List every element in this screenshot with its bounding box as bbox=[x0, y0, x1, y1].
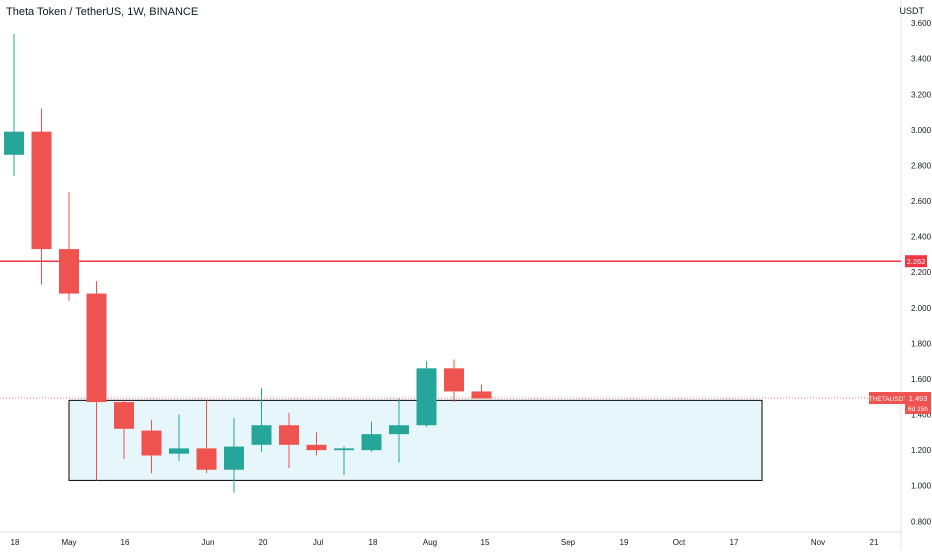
candle-body bbox=[471, 391, 492, 399]
candle-body bbox=[114, 402, 134, 429]
candle bbox=[4, 33, 24, 177]
x-tick-label: 17 bbox=[730, 538, 739, 547]
symbol-tag bbox=[869, 392, 907, 405]
y-tick-label: 2.400 bbox=[911, 233, 932, 242]
x-tick-label: 21 bbox=[870, 538, 879, 547]
x-tick-label: Jun bbox=[202, 538, 215, 547]
candle bbox=[471, 384, 492, 399]
x-tick-label: 18 bbox=[369, 538, 378, 547]
candle bbox=[444, 359, 464, 403]
y-tick-label: 2.200 bbox=[911, 268, 932, 277]
x-tick-label: Aug bbox=[423, 538, 437, 547]
candle-body bbox=[279, 425, 299, 445]
candle bbox=[416, 361, 437, 428]
y-tick-label: 1.200 bbox=[911, 446, 932, 455]
candle bbox=[251, 387, 272, 452]
y-tick-label: 1.800 bbox=[911, 339, 932, 348]
y-tick-label: 1.600 bbox=[911, 375, 932, 384]
candle-body bbox=[31, 131, 52, 250]
candle-body bbox=[169, 448, 189, 454]
currency-label: USDT bbox=[899, 6, 925, 16]
support-zone[interactable] bbox=[68, 399, 763, 481]
x-tick-label: May bbox=[61, 538, 76, 547]
candle bbox=[389, 398, 409, 463]
x-tick-label: Nov bbox=[811, 538, 825, 547]
candle-body bbox=[224, 446, 244, 470]
x-tick-label: Sep bbox=[561, 538, 576, 547]
candle bbox=[31, 108, 52, 285]
candle bbox=[114, 400, 134, 460]
candle bbox=[86, 281, 107, 481]
x-tick-label: 18 bbox=[11, 538, 20, 547]
candle-body bbox=[86, 293, 107, 403]
x-tick-label: 16 bbox=[121, 538, 130, 547]
x-tick-label: 20 bbox=[259, 538, 268, 547]
candle bbox=[334, 446, 354, 476]
candle-body bbox=[141, 430, 162, 456]
y-tick-label: 3.200 bbox=[911, 90, 932, 99]
candle-body bbox=[361, 434, 382, 451]
candle bbox=[169, 414, 189, 461]
candle-body bbox=[196, 448, 217, 470]
candle bbox=[361, 421, 382, 452]
chart-title: Theta Token / TetherUS, 1W, BINANCE bbox=[6, 6, 199, 18]
y-tick-label: 0.800 bbox=[911, 517, 932, 526]
candle bbox=[306, 432, 327, 456]
candle-body bbox=[334, 448, 354, 451]
x-tick-label: 15 bbox=[481, 538, 490, 547]
symbol-label: THETAUSDT bbox=[869, 396, 908, 403]
candle-body bbox=[444, 368, 464, 392]
candle bbox=[224, 418, 244, 493]
candle bbox=[141, 419, 162, 474]
y-tick-label: 2.800 bbox=[911, 161, 932, 170]
y-tick-label: 2.600 bbox=[911, 197, 932, 206]
x-tick-label: 19 bbox=[620, 538, 629, 547]
y-tick-label: 1.000 bbox=[911, 482, 932, 491]
y-tick-label: 3.400 bbox=[911, 55, 932, 64]
y-tick-label: 2.000 bbox=[911, 304, 932, 313]
candle-body bbox=[306, 444, 327, 451]
candle-body bbox=[389, 425, 409, 435]
candle-body bbox=[4, 131, 24, 155]
candle bbox=[279, 412, 299, 468]
candle bbox=[59, 192, 79, 301]
resistance-price-tag bbox=[905, 255, 927, 268]
x-tick-label: Jul bbox=[313, 538, 323, 547]
candle-body bbox=[59, 249, 79, 294]
current-price-tag bbox=[905, 392, 931, 415]
candle-body bbox=[416, 368, 437, 426]
y-tick-label: 3.000 bbox=[911, 126, 932, 135]
y-tick-label: 1.400 bbox=[911, 411, 932, 420]
resistance-price-label: 2.262 bbox=[907, 257, 926, 266]
candle bbox=[196, 400, 217, 474]
candle-body bbox=[251, 425, 272, 445]
countdown-label: 6d 15h bbox=[908, 406, 928, 413]
current-price-label: 1.493 bbox=[909, 394, 928, 403]
y-tick-label: 3.600 bbox=[911, 19, 932, 28]
x-tick-label: Oct bbox=[673, 538, 686, 547]
